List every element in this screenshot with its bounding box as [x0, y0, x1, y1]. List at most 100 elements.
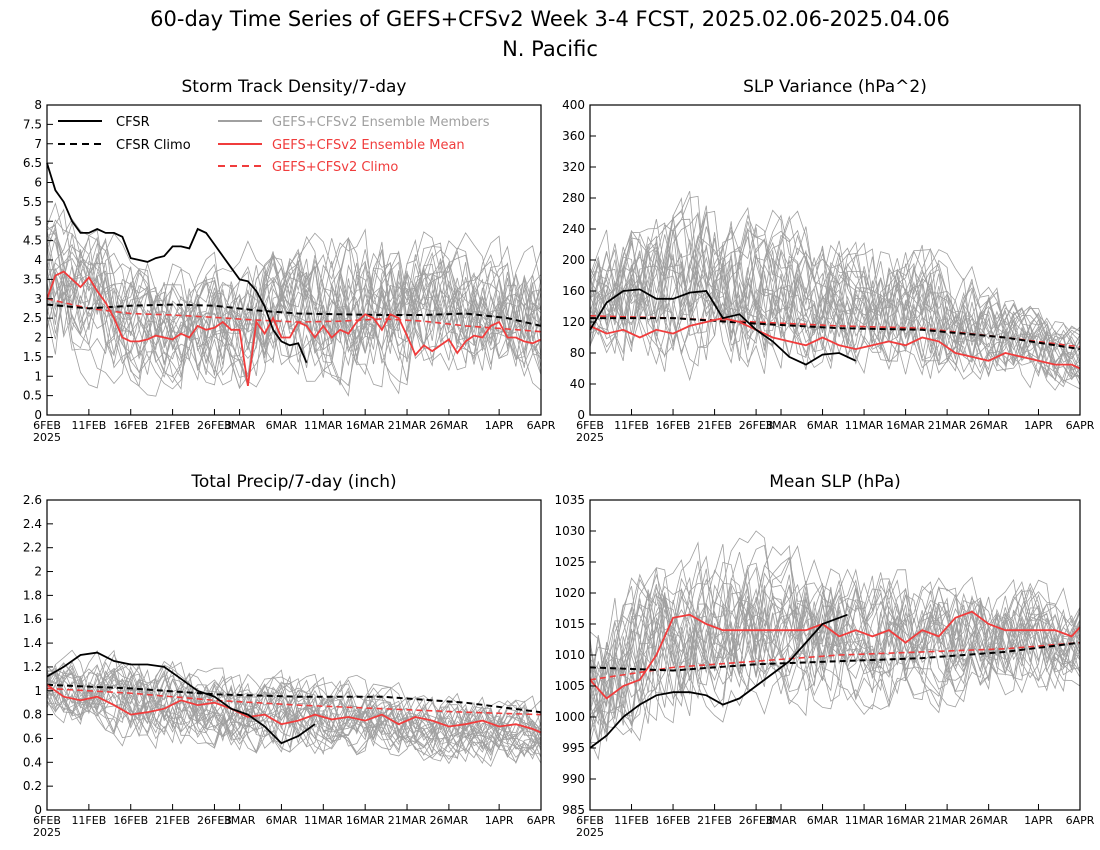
y-tick-label: 2 — [34, 565, 42, 579]
y-tick-label: 360 — [562, 129, 585, 143]
y-tick-label: 0 — [34, 803, 42, 817]
y-tick-label: 0.5 — [23, 389, 42, 403]
ensemble-member-line — [46, 235, 542, 390]
y-tick-label: 1030 — [554, 524, 585, 538]
x-tick-label: 11MAR — [304, 814, 343, 827]
x-tick-label: 26MAR — [969, 814, 1008, 827]
ensemble-mean-line — [46, 270, 542, 387]
y-tick-label: 1.8 — [23, 588, 42, 602]
y-tick-label: 995 — [562, 741, 585, 755]
ensemble-member-line — [589, 227, 1081, 370]
ensemble-member-line — [46, 663, 542, 758]
x-tick-label: 26FEB — [739, 814, 774, 827]
x-tick-label: 6FEB — [576, 814, 604, 827]
panel-storm-track-density: Storm Track Density/7-day 0 0.5 1 1.5 2 2.5 3 3… — [23, 77, 556, 444]
legend: CFSR CFSR Climo GEFS+CFSv2 Ensemble Memb… — [58, 115, 490, 175]
ensemble-member-line — [589, 561, 1081, 726]
y-tick-label: 1.2 — [23, 660, 42, 674]
y-tick-label: 2.5 — [23, 311, 42, 325]
panel-total-precip: Total Precip/7-day (inch) 0 0.2 0.4 0.6 0.8 1… — [23, 472, 556, 839]
x-tick-label: 6APR — [1066, 419, 1095, 432]
ensemble-member-line — [46, 224, 542, 382]
ensemble-member-line — [589, 210, 1081, 378]
ensemble-member-line — [589, 229, 1081, 381]
ensemble-member-line — [46, 228, 542, 387]
y-tick-label: 6.5 — [23, 156, 42, 170]
cfsr-climo-line — [46, 303, 542, 327]
ensemble-member-line — [589, 190, 1081, 381]
y-tick-label: 1000 — [554, 710, 585, 724]
x-tick-label: 21MAR — [388, 419, 427, 432]
ensemble-member-line — [46, 260, 542, 377]
y-tick-label: 1 — [34, 369, 42, 383]
x-year-label: 2025 — [33, 431, 61, 444]
x-tick-label: 6APR — [1066, 814, 1095, 827]
x-tick-label: 16MAR — [886, 814, 925, 827]
legend-members-label: GEFS+CFSv2 Ensemble Members — [272, 115, 490, 130]
x-tick-label: 1APR — [485, 419, 514, 432]
ensemble-member-line — [589, 206, 1081, 388]
x-tick-label: 6APR — [527, 419, 556, 432]
ensemble-member-line — [589, 211, 1081, 379]
y-tick-label: 5 — [34, 214, 42, 228]
x-tick-label: 21FEB — [155, 814, 190, 827]
cfsr-line — [589, 288, 857, 366]
x-tick-label: 6MAR — [807, 419, 839, 432]
figure-subtitle: N. Pacific — [502, 37, 598, 61]
y-tick-label: 1025 — [554, 555, 585, 569]
ensemble-member-line — [46, 660, 542, 760]
x-tick-label: 1APR — [1024, 419, 1053, 432]
ensemble-member-line — [589, 556, 1081, 708]
ensemble-mean-line — [46, 684, 542, 734]
figure-title: 60-day Time Series of GEFS+CFSv2 Week 3-… — [150, 7, 950, 31]
ensemble-member-line — [46, 669, 542, 762]
model-climo-line — [46, 687, 542, 716]
x-tick-label: 11FEB — [614, 419, 649, 432]
legend-cfsr-climo-label: CFSR Climo — [116, 138, 191, 153]
x-tick-label: 3MAR — [765, 814, 797, 827]
x-tick-label: 3MAR — [224, 419, 256, 432]
x-tick-label: 16MAR — [886, 419, 925, 432]
x-tick-label: 6FEB — [576, 419, 604, 432]
x-tick-label: 16FEB — [656, 814, 691, 827]
ensemble-member-line — [46, 679, 542, 753]
y-tick-label: 985 — [562, 803, 585, 817]
y-tick-label: 4.5 — [23, 234, 42, 248]
y-tick-label: 1035 — [554, 493, 585, 507]
panel-slp-variance: SLP Variance (hPa^2) 0 40 80 120 160 200 240 28… — [562, 77, 1095, 444]
panel-title: Storm Track Density/7-day — [182, 77, 407, 97]
x-tick-label: 21MAR — [928, 814, 967, 827]
y-tick-label: 7 — [34, 137, 42, 151]
x-tick-label: 26MAR — [969, 419, 1008, 432]
x-tick-label: 11MAR — [845, 814, 884, 827]
y-tick-label: 1005 — [554, 679, 585, 693]
cfsr-climo-line — [589, 641, 1081, 672]
y-tick-label: 2.2 — [23, 541, 42, 555]
ensemble-member-line — [46, 662, 542, 756]
ensemble-members — [46, 202, 542, 397]
y-tick-label: 1010 — [554, 648, 585, 662]
ensemble-member-line — [589, 214, 1081, 376]
x-tick-label: 21MAR — [388, 814, 427, 827]
cfsr-line — [589, 613, 848, 749]
panel-title: SLP Variance (hPa^2) — [743, 77, 927, 97]
ensemble-member-line — [46, 671, 542, 764]
x-tick-label: 11MAR — [845, 419, 884, 432]
x-tick-label: 16MAR — [346, 419, 385, 432]
cfsr-climo-line — [46, 683, 542, 714]
x-tick-label: 26FEB — [197, 814, 232, 827]
ensemble-mean-line — [589, 317, 1081, 370]
x-tick-label: 6MAR — [266, 419, 298, 432]
ensemble-member-line — [46, 661, 542, 756]
x-year-label: 2025 — [576, 826, 604, 839]
ensemble-members — [46, 649, 542, 767]
x-year-label: 2025 — [576, 431, 604, 444]
ensemble-member-line — [46, 232, 542, 382]
y-tick-label: 3 — [34, 292, 42, 306]
cfsr-line — [46, 651, 316, 745]
ensemble-member-line — [46, 254, 542, 389]
legend-model-climo-label: GEFS+CFSv2 Climo — [272, 160, 398, 175]
plot-frame — [46, 499, 542, 811]
x-tick-label: 6FEB — [33, 814, 61, 827]
y-tick-label: 80 — [570, 346, 585, 360]
